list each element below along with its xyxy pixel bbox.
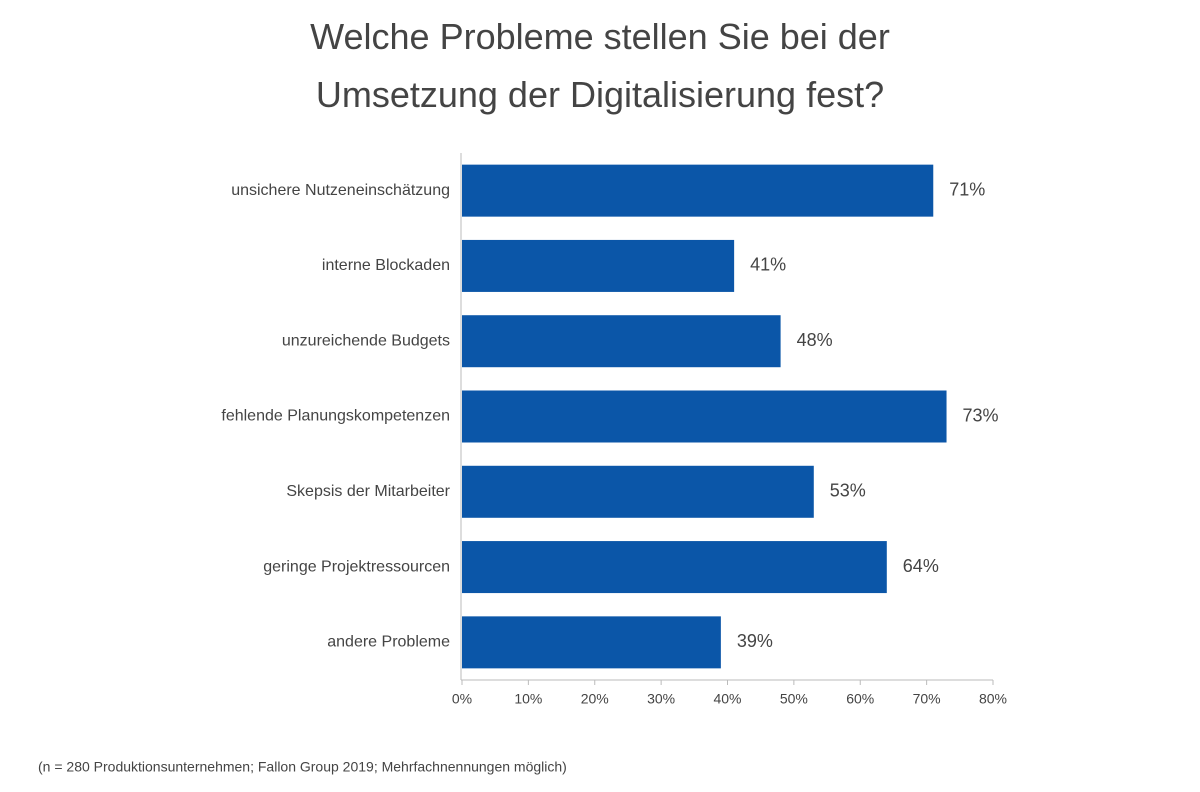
bar bbox=[462, 541, 887, 594]
category-label: andere Probleme bbox=[327, 634, 450, 651]
bar bbox=[462, 616, 721, 669]
bar bbox=[462, 164, 934, 217]
x-tick-label: 0% bbox=[452, 691, 472, 707]
value-label: 41% bbox=[750, 255, 786, 275]
x-tick-label: 60% bbox=[846, 691, 874, 707]
value-label: 64% bbox=[903, 556, 939, 576]
x-tick-label: 30% bbox=[647, 691, 675, 707]
category-label: unzureichende Budgets bbox=[282, 332, 450, 349]
bar bbox=[462, 315, 781, 368]
category-label: interne Blockaden bbox=[322, 257, 450, 274]
footnote: (n = 280 Produktionsunternehmen; Fallon … bbox=[38, 759, 567, 775]
category-label: geringe Projektressourcen bbox=[263, 558, 450, 575]
x-tick-label: 20% bbox=[581, 691, 609, 707]
value-label: 53% bbox=[830, 481, 866, 501]
x-tick-label: 40% bbox=[713, 691, 741, 707]
value-label: 48% bbox=[797, 330, 833, 350]
bar bbox=[462, 390, 947, 443]
x-tick-label: 80% bbox=[979, 691, 1007, 707]
value-label: 39% bbox=[737, 631, 773, 651]
value-label: 71% bbox=[949, 179, 985, 199]
category-label: fehlende Planungskompetenzen bbox=[221, 408, 450, 425]
bar bbox=[462, 239, 735, 292]
bar bbox=[462, 465, 814, 518]
x-tick-label: 70% bbox=[913, 691, 941, 707]
x-tick-label: 50% bbox=[780, 691, 808, 707]
category-label: unsichere Nutzeneinschätzung bbox=[231, 182, 450, 199]
chart-title: Welche Probleme stellen Sie bei der Umse… bbox=[310, 16, 890, 115]
x-tick-label: 10% bbox=[514, 691, 542, 707]
category-label: Skepsis der Mitarbeiter bbox=[286, 483, 450, 500]
value-label: 73% bbox=[963, 405, 999, 425]
